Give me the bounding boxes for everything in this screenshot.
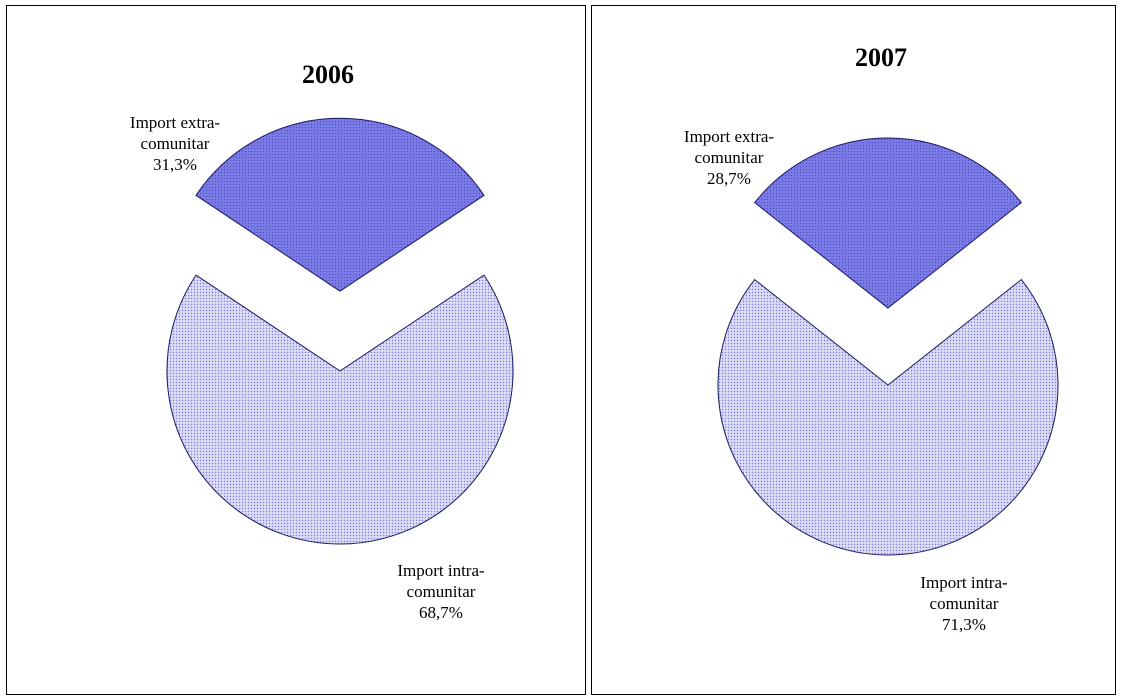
chart-title: 2007 [855,43,907,72]
data-label-extra: Import extra-comunitar 31,3% [130,113,220,174]
pie-slice-extra [195,117,485,292]
chart-panel-2006: 2006 Import extra-comunitar 31,3% Import in… [6,5,586,695]
pie-slice-intra [166,274,514,545]
data-label-intra: Import intra-comunitar 68,7% [397,561,485,622]
data-label-extra: Import extra-comunitar 28,7% [684,127,774,188]
chart-panel-2007: 2007 Import extra-comunitar 28,7% Import in… [591,5,1116,695]
pie-slice-intra [717,278,1059,556]
pie-chart-2007: 2007 Import extra-comunitar 28,7% Import in… [684,43,1059,634]
chart-title: 2006 [302,60,354,89]
pie-slice-extra [753,137,1023,309]
data-label-intra: Import intra-comunitar 71,3% [920,573,1008,634]
pie-chart-2006: 2006 Import extra-comunitar 31,3% Import in… [130,60,514,622]
